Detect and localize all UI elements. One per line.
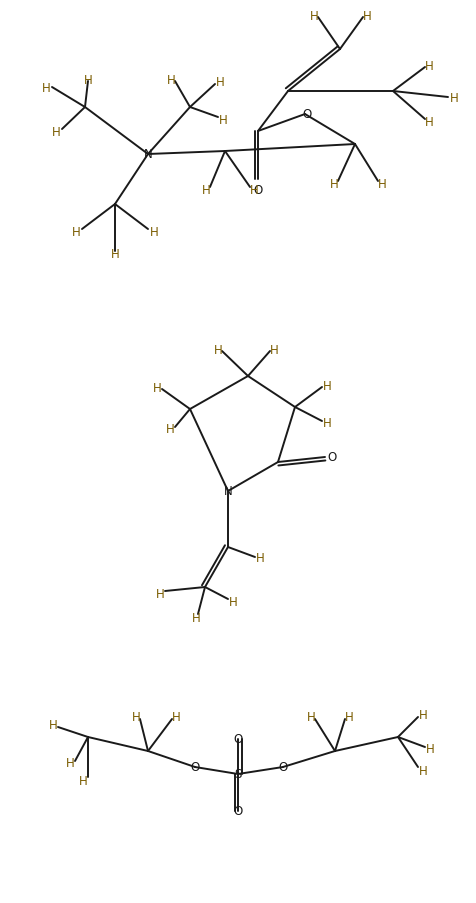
Text: H: H <box>418 765 427 777</box>
Text: H: H <box>228 595 238 608</box>
Text: H: H <box>156 587 164 600</box>
Text: H: H <box>167 73 175 87</box>
Text: H: H <box>249 183 258 196</box>
Text: S: S <box>234 768 242 780</box>
Text: H: H <box>132 711 140 723</box>
Text: H: H <box>79 775 88 787</box>
Text: H: H <box>41 81 50 95</box>
Text: H: H <box>172 711 180 723</box>
Text: O: O <box>233 805 243 817</box>
Text: H: H <box>216 77 224 89</box>
Text: N: N <box>224 485 232 498</box>
Text: H: H <box>426 742 435 756</box>
Text: H: H <box>51 126 60 138</box>
Text: O: O <box>190 760 199 774</box>
Text: H: H <box>450 91 458 105</box>
Text: O: O <box>278 760 288 774</box>
Text: H: H <box>425 60 433 72</box>
Text: H: H <box>192 612 200 625</box>
Text: H: H <box>202 183 210 196</box>
Text: H: H <box>363 10 371 23</box>
Text: H: H <box>425 116 433 128</box>
Text: H: H <box>214 343 222 356</box>
Text: N: N <box>144 148 152 162</box>
Text: O: O <box>233 732 243 746</box>
Text: H: H <box>256 551 264 563</box>
Text: H: H <box>345 711 353 723</box>
Text: H: H <box>323 417 331 430</box>
Text: O: O <box>302 108 312 121</box>
Text: H: H <box>49 719 58 731</box>
Text: O: O <box>327 451 337 464</box>
Text: O: O <box>253 183 263 196</box>
Text: H: H <box>309 10 318 23</box>
Text: H: H <box>71 225 80 238</box>
Text: H: H <box>110 247 119 260</box>
Text: H: H <box>377 177 387 191</box>
Text: H: H <box>329 177 338 191</box>
Text: H: H <box>166 423 174 436</box>
Text: H: H <box>418 709 427 721</box>
Text: H: H <box>269 343 278 356</box>
Text: H: H <box>307 711 316 723</box>
Text: H: H <box>66 757 74 769</box>
Text: H: H <box>153 381 161 394</box>
Text: H: H <box>218 114 228 126</box>
Text: H: H <box>323 379 331 392</box>
Text: H: H <box>84 73 92 87</box>
Text: H: H <box>149 225 159 238</box>
